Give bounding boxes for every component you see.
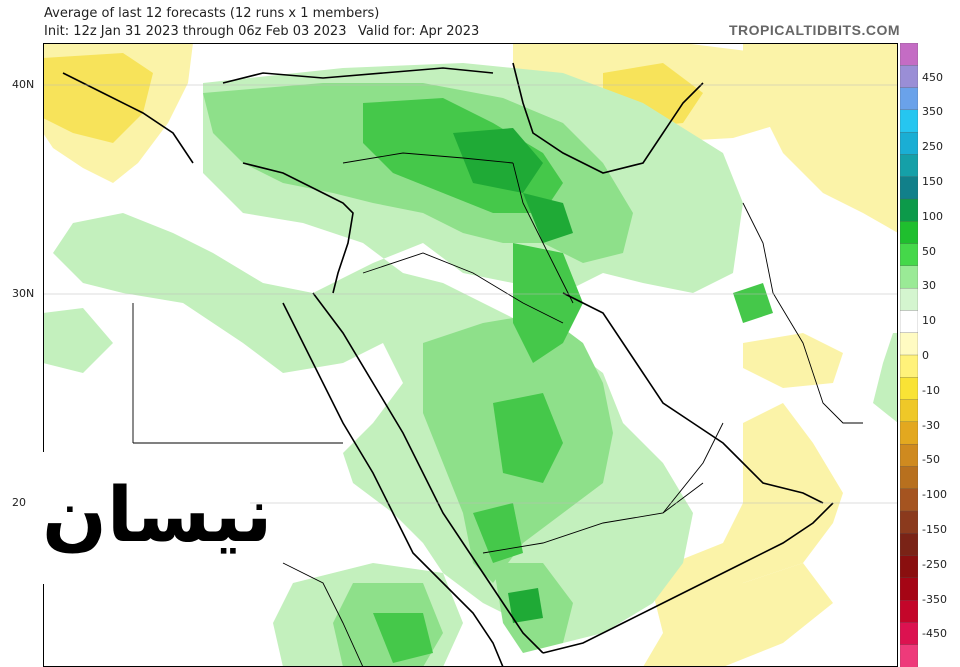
coastlines xyxy=(62,62,834,667)
wet-anomaly-strongest xyxy=(453,128,573,623)
colorbar-swatch xyxy=(900,622,918,646)
wet-peak-yemen xyxy=(508,588,543,623)
colorbar-label: -150 xyxy=(922,522,947,536)
dry-area-central-asia xyxy=(743,43,898,233)
border-iran-afghan xyxy=(742,202,814,374)
wet-core-ethiopia xyxy=(373,613,433,663)
colorbar-label: -100 xyxy=(922,488,947,502)
wet-area-west-desert xyxy=(43,308,113,373)
colorbar-label: 30 xyxy=(922,279,936,293)
precip-anomaly-map xyxy=(43,43,898,667)
colorbar-label: 10 xyxy=(922,314,936,328)
map-header: Average of last 12 forecasts (12 runs x … xyxy=(0,0,960,42)
colorbar-swatch xyxy=(900,443,918,468)
coast-caspian xyxy=(512,62,704,174)
wet-peak-east-turkey xyxy=(453,128,543,193)
month-overlay-box: نيسان xyxy=(42,452,273,584)
colorbar-label: 450 xyxy=(922,70,943,84)
colorbar-swatch xyxy=(900,377,918,401)
colorbar-swatch xyxy=(900,287,918,312)
colorbar-label: -450 xyxy=(922,627,947,641)
coast-aegean xyxy=(62,72,194,164)
border-turkey-syria xyxy=(342,152,514,164)
colorbar xyxy=(900,43,918,667)
colorbar-swatch xyxy=(900,354,918,378)
border-iran-pak xyxy=(812,372,863,424)
wet-area-east-gulf xyxy=(873,333,898,423)
border-sudan-ethiopia xyxy=(282,562,364,667)
border-iraq-iran xyxy=(512,162,574,304)
colorbar-swatch xyxy=(900,399,918,423)
colorbar-label: 150 xyxy=(922,174,943,188)
colorbar-swatch xyxy=(900,221,918,245)
colorbar-swatch xyxy=(900,466,918,490)
colorbar-swatch xyxy=(900,599,918,624)
colorbar-swatch xyxy=(900,65,918,89)
coast-black-sea xyxy=(222,67,494,84)
coast-arabia-south xyxy=(542,502,834,654)
dry-area-gulf-east xyxy=(743,333,843,388)
lat-label-20: 20 xyxy=(12,496,26,509)
colorbar-swatch xyxy=(900,577,918,601)
month-overlay-text: نيسان xyxy=(42,470,273,559)
coast-red-sea-west xyxy=(282,302,504,667)
colorbar-swatch xyxy=(900,533,918,557)
valid-time: Valid for: Apr 2023 xyxy=(358,24,480,39)
colorbar-label: -50 xyxy=(922,453,940,467)
colorbar-swatch xyxy=(900,131,918,156)
colorbar-swatch xyxy=(900,87,918,111)
colorbar-label: 50 xyxy=(922,244,936,258)
colorbar-label: 100 xyxy=(922,209,943,223)
colorbar-swatch xyxy=(900,265,918,289)
colorbar-label: -30 xyxy=(922,418,940,432)
lat-label-30n: 30N xyxy=(12,287,35,300)
wet-peak-iran xyxy=(523,193,573,243)
init-time: Init: 12z Jan 31 2023 through 06z Feb 03… xyxy=(44,24,347,39)
wet-core-arabia xyxy=(493,393,563,483)
colorbar-swatch xyxy=(900,421,918,445)
lat-label-40n: 40N xyxy=(12,78,35,91)
colorbar-swatch xyxy=(900,555,918,579)
colorbar-swatch xyxy=(900,43,918,66)
map-title: Average of last 12 forecasts (12 runs x … xyxy=(44,6,380,21)
colorbar-swatch xyxy=(900,198,918,222)
wet-core-iraq xyxy=(513,243,583,363)
colorbar-label: 0 xyxy=(922,348,929,362)
colorbar-swatch xyxy=(900,176,918,200)
colorbar-swatch xyxy=(900,109,918,133)
colorbar-label: -10 xyxy=(922,383,940,397)
colorbar-swatch xyxy=(900,488,918,512)
coast-med-levant xyxy=(242,162,354,294)
colorbar-swatch xyxy=(900,332,918,356)
coast-red-sea-east xyxy=(312,292,544,654)
colorbar-swatch xyxy=(900,510,918,534)
dry-core-greece xyxy=(43,53,153,143)
border-saudi-north xyxy=(362,252,564,324)
colorbar-label: 350 xyxy=(922,105,943,119)
colorbar-label: 250 xyxy=(922,140,943,154)
colorbar-label: -350 xyxy=(922,592,947,606)
colorbar-swatch xyxy=(900,154,918,178)
border-saudi-oman xyxy=(662,422,724,514)
colorbar-swatch xyxy=(900,644,918,667)
colorbar-swatch xyxy=(900,243,918,267)
brand-watermark: TROPICALTIDBITS.COM xyxy=(728,22,900,38)
wet-core-gulf-island xyxy=(733,283,773,323)
colorbar-swatch xyxy=(900,310,918,334)
coast-gulf xyxy=(562,292,824,504)
colorbar-label: -250 xyxy=(922,557,947,571)
